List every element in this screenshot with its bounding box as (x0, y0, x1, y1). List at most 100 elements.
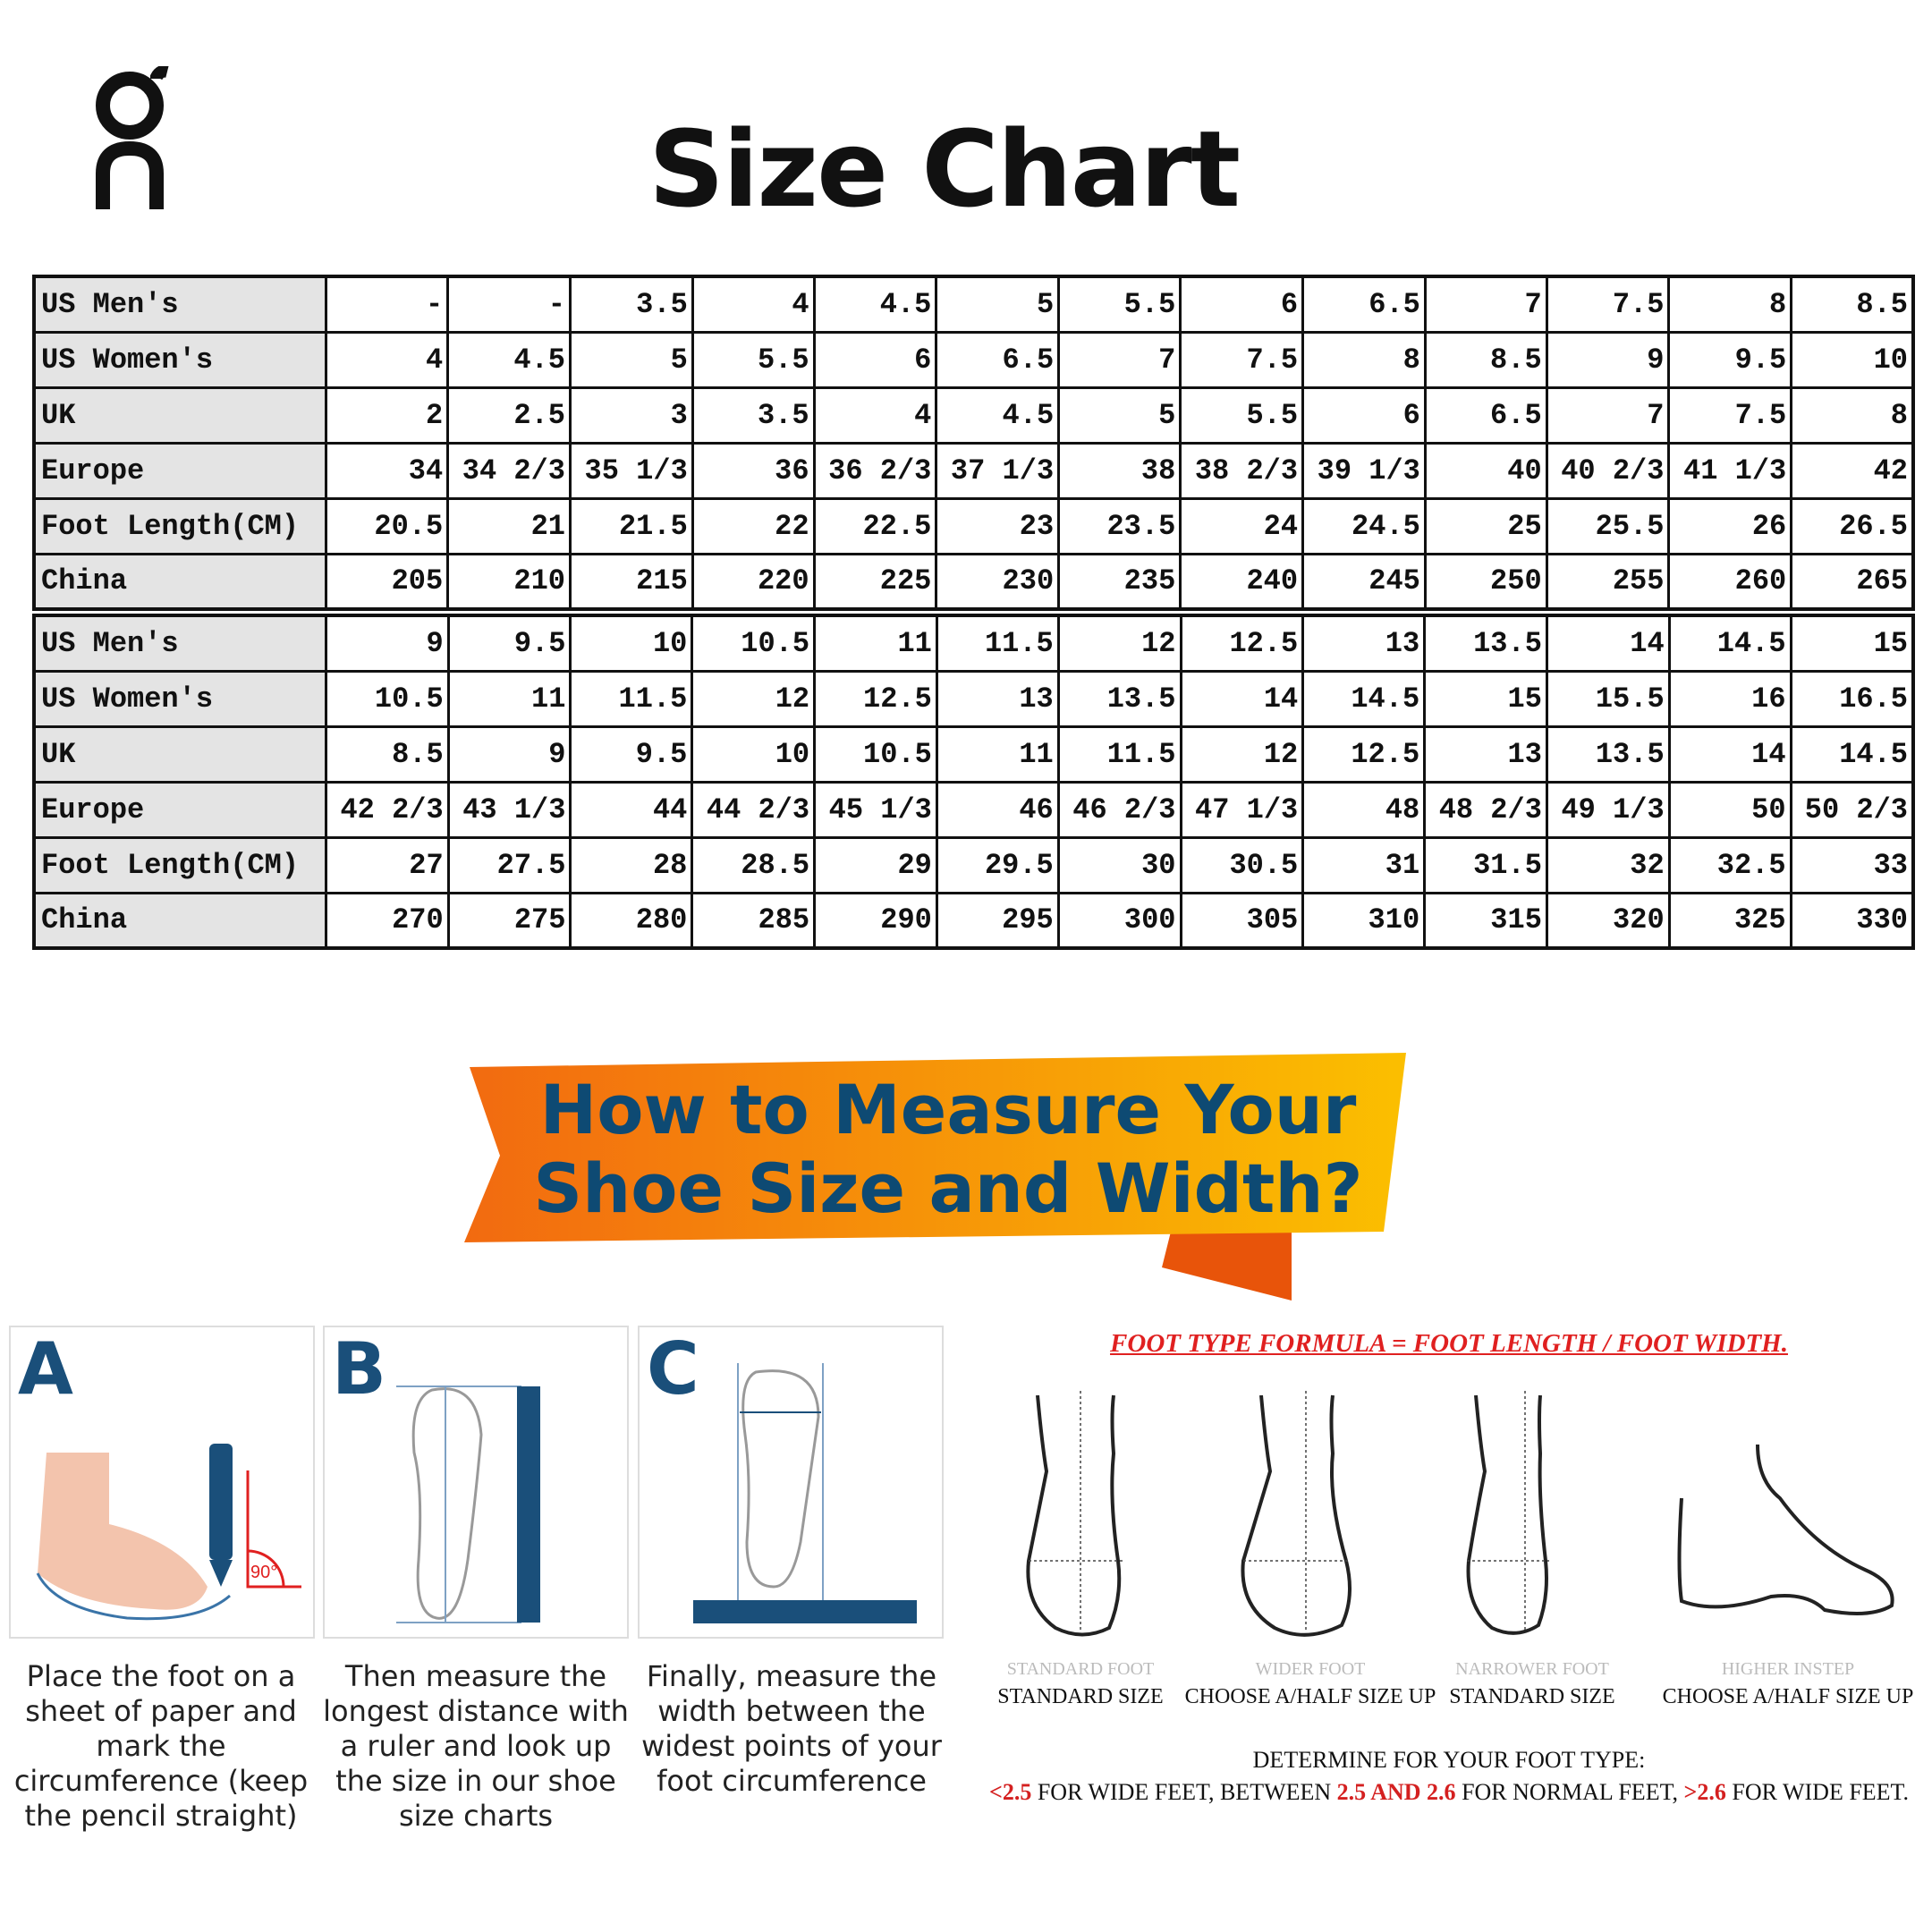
size-cell: 325 (1667, 891, 1792, 950)
size-cell: 49 1/3 (1545, 780, 1671, 839)
size-cell: 38 (1057, 441, 1182, 500)
size-cell: 14.5 (1667, 614, 1792, 673)
size-cell: 42 (1790, 441, 1915, 500)
size-cell: 5.5 (691, 330, 816, 389)
size-cell: 27 (324, 835, 450, 894)
on-logo (96, 66, 169, 209)
size-cell: 24.5 (1301, 496, 1427, 555)
table-row: US Men's 9 9.5 10 10.5 11 11.5 12 12.5 13 13.5 14 14… (32, 614, 1915, 673)
angle-label: 90° (250, 1563, 277, 1582)
size-cell: 6.5 (1301, 275, 1427, 334)
size-cell: 240 (1179, 552, 1305, 611)
size-cell: 21.5 (568, 496, 694, 555)
table-row: UK 2 2.5 3 3.5 4 4.5 5 5.5 6 6.5 7 7.5 8 (32, 386, 1915, 445)
size-cell: 285 (691, 891, 817, 950)
size-cell: 37 1/3 (935, 441, 1061, 500)
size-cell: 5.5 (1179, 386, 1305, 445)
size-cell: 7.5 (1545, 275, 1671, 334)
size-cell: 26 (1667, 496, 1793, 555)
step-a-panel: A 90° (9, 1326, 315, 1639)
size-cell: 31.5 (1423, 835, 1548, 894)
size-cell: 8 (1790, 386, 1915, 445)
table-row: US Women's 10.5 11 11.5 12 12.5 13 13.5 14 14.5 15… (32, 669, 1915, 728)
size-cell: 45 1/3 (813, 780, 938, 839)
size-cell: 48 2/3 (1423, 780, 1548, 839)
threshold-normal: 2.5 AND 2.6 (1336, 1779, 1456, 1805)
size-cell: 275 (446, 891, 572, 950)
size-cell: 14 (1667, 724, 1792, 784)
size-cell: 14.5 (1789, 724, 1915, 784)
foot-type-name: NARROWER FOOT (1455, 1659, 1609, 1679)
row-label: Europe (32, 441, 328, 500)
row-label: US Women's (32, 669, 327, 728)
size-cell: 7.5 (1179, 330, 1305, 389)
size-cell: 46 (935, 780, 1060, 839)
determine-heading: DETERMINE FOR YOUR FOOT TYPE: (1252, 1747, 1646, 1773)
size-cell: 20.5 (325, 496, 450, 555)
size-cell: 260 (1667, 552, 1793, 611)
size-cell: 9 (1545, 330, 1671, 389)
step-b-letter: B (332, 1327, 386, 1411)
size-cell: 4.5 (935, 386, 1061, 445)
size-cell: 7 (1545, 386, 1671, 445)
foot-pencil-illustration: 90° (36, 1444, 301, 1621)
size-cell: 8.5 (324, 724, 450, 784)
size-cell: 6 (1301, 386, 1427, 445)
size-cell: 24 (1179, 496, 1305, 555)
foot-type-formula: FOOT TYPE FORMULA = FOOT LENGTH / FOOT W… (1110, 1329, 1788, 1358)
size-cell: 12 (1179, 724, 1305, 784)
row-label: China (32, 891, 327, 950)
banner-line-2: Shoe Size and Width? (533, 1148, 1363, 1228)
table-row: US Men's - -3.5 4 4.5 5 5.5 6 6.5 7 7.5 8 8.5 (32, 275, 1915, 334)
size-cell: 50 2/3 (1789, 780, 1915, 839)
size-cell: - (325, 275, 450, 334)
threshold-high: >2.6 (1683, 1779, 1726, 1805)
size-cell: 4 (691, 275, 816, 334)
size-cell: 30 (1056, 835, 1182, 894)
size-cell: 36 (691, 441, 816, 500)
row-label: UK (32, 386, 328, 445)
size-cell: 40 2/3 (1545, 441, 1671, 500)
table-row: Foot Length(CM) 20.5 21 21.5 22 22.5 23 23.5 24 2… (32, 496, 1915, 555)
foot-type-advice: CHOOSE A/HALF SIZE UP (1662, 1685, 1914, 1708)
size-cell: 6 (812, 330, 938, 389)
size-cell: 305 (1179, 891, 1305, 950)
size-cell: 11 (813, 614, 938, 673)
row-label: Europe (32, 780, 327, 839)
size-cell: 41 1/3 (1667, 441, 1793, 500)
step-a-text: Place the foot on a sheet of paper and m… (13, 1659, 309, 1833)
size-cell: 23 (935, 496, 1061, 555)
size-cell: 16.5 (1789, 669, 1915, 728)
size-cell: 210 (446, 552, 572, 611)
row-label: Foot Length(CM) (32, 835, 327, 894)
size-cell: 47 1/3 (1179, 780, 1305, 839)
size-cell: 50 (1667, 780, 1792, 839)
size-cell: 10 (1790, 330, 1915, 389)
standard-foot-icon (1026, 1394, 1122, 1637)
size-cell: 4.5 (446, 330, 572, 389)
foot-type-determination: DETERMINE FOR YOUR FOOT TYPE: <2.5 FOR W… (966, 1744, 1932, 1809)
size-cell: 26.5 (1790, 496, 1915, 555)
step-c-letter: C (647, 1327, 699, 1411)
size-cell: 5 (1057, 386, 1182, 445)
table-row: China 270 275 280 285 290 295 300 305 310 315 320 32… (32, 891, 1915, 950)
size-cell: 330 (1789, 891, 1915, 950)
size-cell: 22.5 (812, 496, 938, 555)
higher-instep-icon (1677, 1444, 1894, 1615)
size-cell: 32.5 (1667, 835, 1792, 894)
size-cell: 4.5 (812, 275, 938, 334)
size-cell: 5 (935, 275, 1061, 334)
size-cell: 10 (569, 614, 694, 673)
foot-type-illustrations (1026, 1391, 1894, 1637)
size-cell: 3 (568, 386, 694, 445)
step-c-panel: C (638, 1326, 944, 1639)
table-row: Europe 34 34 2/3 35 1/3 36 36 2/3 37 1/3 38 38 2… (32, 441, 1915, 500)
step-b-panel: B (323, 1326, 629, 1639)
row-label: US Men's (32, 275, 328, 334)
size-cell: 290 (813, 891, 938, 950)
table-row: Europe 42 2/3 43 1/3 44 44 2/3 45 1/3 46 46 2/3… (32, 780, 1915, 839)
determine-rule: <2.5 FOR WIDE FEET, BETWEEN 2.5 AND 2.6 … (966, 1776, 1932, 1809)
step-a-letter: A (18, 1327, 73, 1411)
row-label: US Men's (32, 614, 327, 673)
size-cell: 10.5 (691, 614, 817, 673)
